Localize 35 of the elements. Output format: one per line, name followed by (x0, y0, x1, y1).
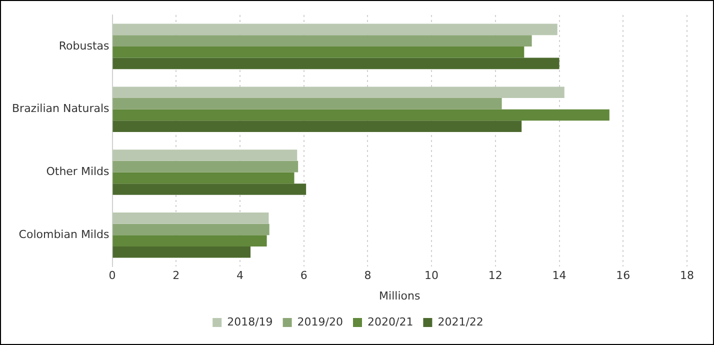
bar (112, 224, 270, 236)
bar (112, 212, 269, 224)
legend-label: 2019/20 (297, 315, 344, 328)
bar (112, 86, 564, 98)
bar (112, 98, 502, 110)
x-tick-label: 8 (364, 269, 372, 282)
x-tick-label: 12 (488, 269, 502, 282)
bar (112, 46, 524, 58)
x-tick-label: 4 (236, 269, 244, 282)
bar (112, 109, 610, 121)
x-tick-label: 16 (616, 269, 630, 282)
bar (112, 58, 560, 70)
bar (112, 235, 267, 246)
bar (112, 172, 294, 184)
y-tick-label: Other Milds (46, 165, 110, 178)
x-axis-title: Millions (379, 289, 420, 302)
bar (112, 160, 298, 172)
legend-label: 2018/19 (227, 315, 273, 328)
x-tick-label: 6 (300, 269, 308, 282)
x-tick-label: 0 (108, 269, 116, 282)
y-tick-label: Colombian Milds (18, 228, 110, 242)
legend-label: 2021/22 (438, 315, 484, 328)
bar (112, 120, 522, 132)
bar (112, 184, 306, 195)
y-tick-label: Robustas (58, 39, 110, 52)
bar (112, 24, 558, 36)
bar (112, 35, 532, 46)
bar (112, 150, 298, 161)
x-tick-label: 10 (424, 269, 439, 282)
bar (112, 246, 251, 258)
y-tick-label: Brazilian Naturals (12, 102, 110, 116)
x-tick-label: 18 (680, 269, 694, 282)
x-tick-label: 2 (172, 269, 180, 282)
x-tick-label: 14 (552, 269, 566, 282)
legend-label: 2020/21 (368, 315, 414, 328)
